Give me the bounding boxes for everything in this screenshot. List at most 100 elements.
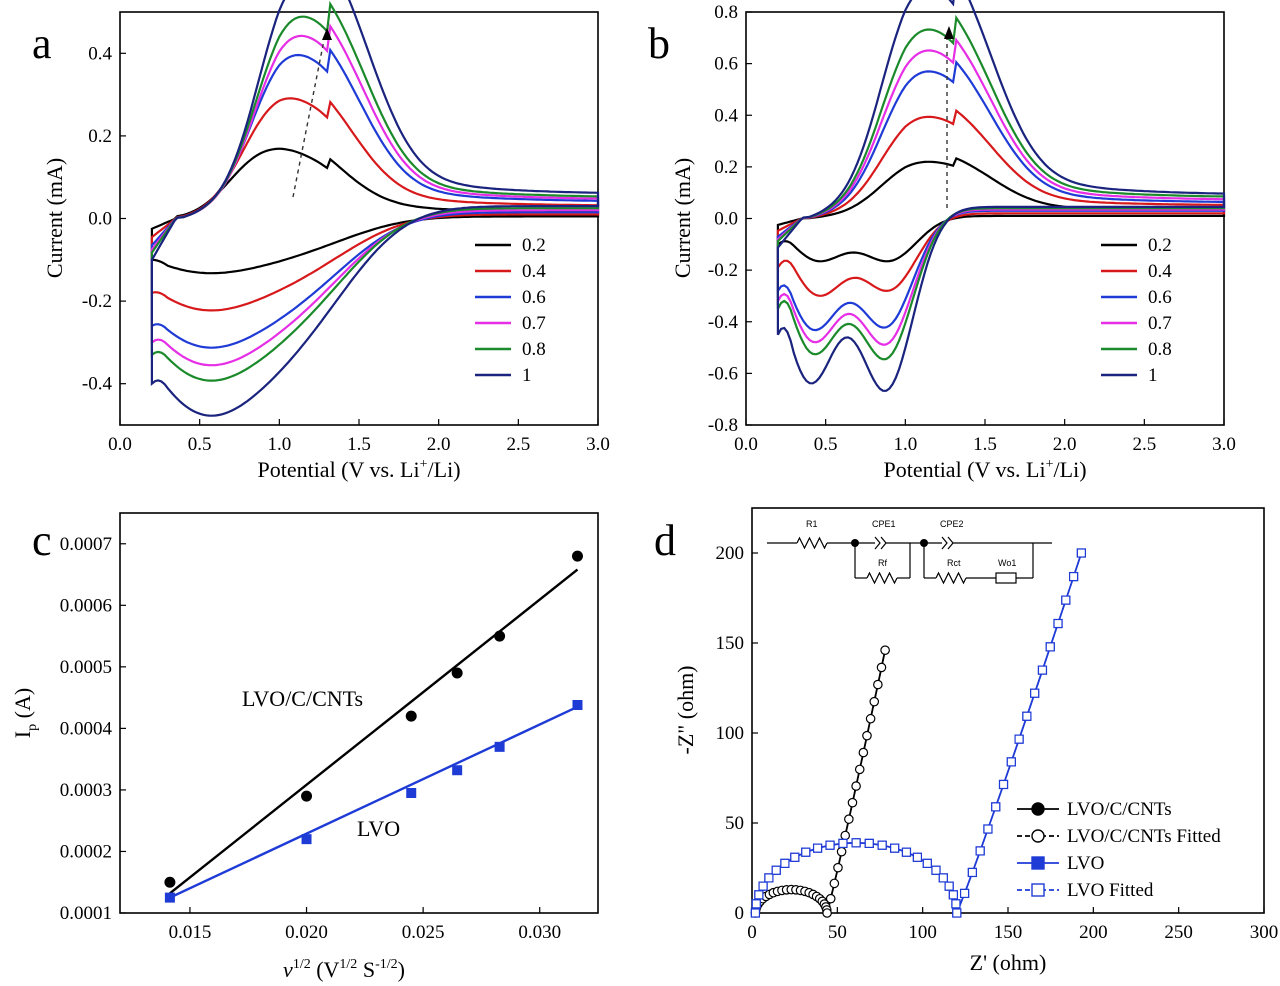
data-point (758, 881, 768, 891)
data-point (1061, 595, 1071, 605)
panel-label-c: c (32, 516, 52, 565)
legend-label: 0.8 (522, 339, 546, 360)
x-axis-label-a: Potential (V vs. Li+/Li) (257, 457, 460, 482)
data-point (812, 843, 823, 853)
x-tick-label: 1.5 (973, 434, 997, 455)
circuit-label: CPE2 (940, 519, 964, 529)
y-axis-label-c: Ip (A) (10, 688, 40, 738)
data-point (931, 865, 941, 875)
x-tick-label: 0.0 (108, 434, 132, 455)
data-point (862, 730, 872, 741)
y-ticks-c: 0.0001 0.0002 0.0003 0.0004 0.0005 0.0006 0.00… (60, 534, 126, 924)
x-axis-label-b: Potential (V vs. Li+/Li) (883, 457, 1086, 482)
y-tick-label: 200 (716, 543, 745, 564)
data-point (405, 710, 417, 722)
y-tick-label: 0.0004 (60, 718, 113, 739)
data-point (452, 765, 463, 776)
legend-label: LVO/C/CNTs (1067, 799, 1172, 820)
data-point (1076, 548, 1086, 558)
plot-frame-c (119, 512, 599, 914)
data-point (890, 843, 900, 853)
data-point (967, 867, 977, 878)
x-tick-label: 0.020 (285, 922, 328, 943)
resistor-symbol (866, 571, 898, 585)
legend-d: LVO/C/CNTs LVO/C/CNTs Fitted LVO LVO Fitted (1017, 799, 1221, 901)
y-tick-label: 0.0 (714, 209, 738, 230)
panel-a: a 0.0 0.5 1.0 1.5 2.0 2.5 3.0 -0.4-0.20.00.20.… (32, 0, 610, 482)
data-point (790, 852, 800, 862)
data-point (838, 838, 848, 849)
x-tick-label: 2.5 (506, 434, 530, 455)
cpe-symbol (941, 536, 954, 550)
data-point (451, 667, 463, 679)
data-point (869, 696, 880, 707)
data-point (840, 830, 851, 841)
data-point (494, 741, 505, 752)
data-point (825, 840, 835, 850)
data-point (944, 881, 954, 891)
x-tick-label: 100 (908, 922, 937, 943)
fit-line (169, 705, 578, 899)
cpe-symbol (874, 536, 887, 550)
peak-shift-arrow-a (292, 34, 326, 198)
data-point (922, 858, 932, 868)
legend-label: 1 (522, 365, 532, 386)
x-tick-label: 0.025 (402, 922, 445, 943)
y-ticks-d: 0 50 100 150 200 (716, 543, 758, 924)
y-tick-label: 0.2 (714, 157, 738, 178)
data-point (780, 858, 790, 868)
data-point (844, 814, 854, 824)
y-tick-label: 0.4 (88, 43, 112, 64)
data-point (1022, 711, 1032, 721)
y-tick-label: -0.4 (82, 374, 113, 395)
y-tick-label: 50 (725, 813, 744, 834)
data-point (801, 847, 811, 857)
legend-marker (1031, 856, 1045, 870)
legend-label: 1 (1148, 365, 1158, 386)
data-point (865, 713, 876, 724)
data-point (864, 838, 874, 849)
y-axis-label-b: Current (mA) (670, 158, 695, 278)
panel-label-a: a (32, 19, 52, 68)
y-tick-label: -0.4 (708, 312, 739, 333)
scatter-series-c (164, 550, 583, 903)
cv-curves-b (776, 0, 1226, 392)
x-ticks-b: 0.0 0.5 1.0 1.5 2.0 2.5 3.0 (734, 419, 1236, 455)
y-tick-label: 0.0006 (60, 595, 112, 616)
y-tick-label: 0 (735, 903, 745, 924)
x-axis-label-c: v1/2 (V1/2 S-1/2) (283, 957, 405, 982)
x-tick-label: 2.0 (427, 434, 451, 455)
legend-label: 0.6 (522, 287, 546, 308)
legend-label: 0.2 (522, 235, 546, 256)
y-tick-label: 0.0007 (60, 534, 112, 555)
data-point (750, 908, 761, 918)
y-tick-label: -0.6 (708, 363, 738, 384)
legend-marker (1031, 883, 1045, 897)
y-ticks-b: -0.8 -0.6 -0.4 -0.2 0.0 0.2 0.4 0.6 0.8 (708, 2, 752, 436)
data-point (822, 908, 832, 918)
legend-label: LVO Fitted (1067, 880, 1154, 901)
y-axis-label-d: -Z" (ohm) (673, 665, 698, 754)
data-point (1068, 571, 1079, 582)
cv-curve-1 (776, 0, 1226, 392)
data-point (164, 876, 176, 888)
y-tick-label: 0.0003 (60, 780, 112, 801)
x-axis-label-d: Z' (ohm) (970, 950, 1047, 975)
arrow-head-b (944, 26, 954, 39)
plot-frame-a (119, 11, 599, 426)
data-point (406, 788, 417, 798)
circuit-label: CPE1 (872, 519, 896, 529)
x-tick-label: 1.0 (267, 434, 291, 455)
data-point (1037, 665, 1048, 675)
x-tick-label: 150 (994, 922, 1023, 943)
plot-frame-d (751, 507, 1265, 914)
y-tick-label: 0.0002 (60, 841, 112, 862)
data-point (983, 824, 993, 834)
x-ticks-c: 0.015 0.020 0.025 0.030 (169, 907, 561, 943)
data-point (1014, 734, 1024, 744)
data-point (951, 899, 961, 909)
y-tick-label: 0.6 (714, 54, 738, 75)
legend-label: 0.4 (1148, 261, 1172, 282)
fit-line (169, 568, 579, 895)
data-point (991, 802, 1001, 812)
